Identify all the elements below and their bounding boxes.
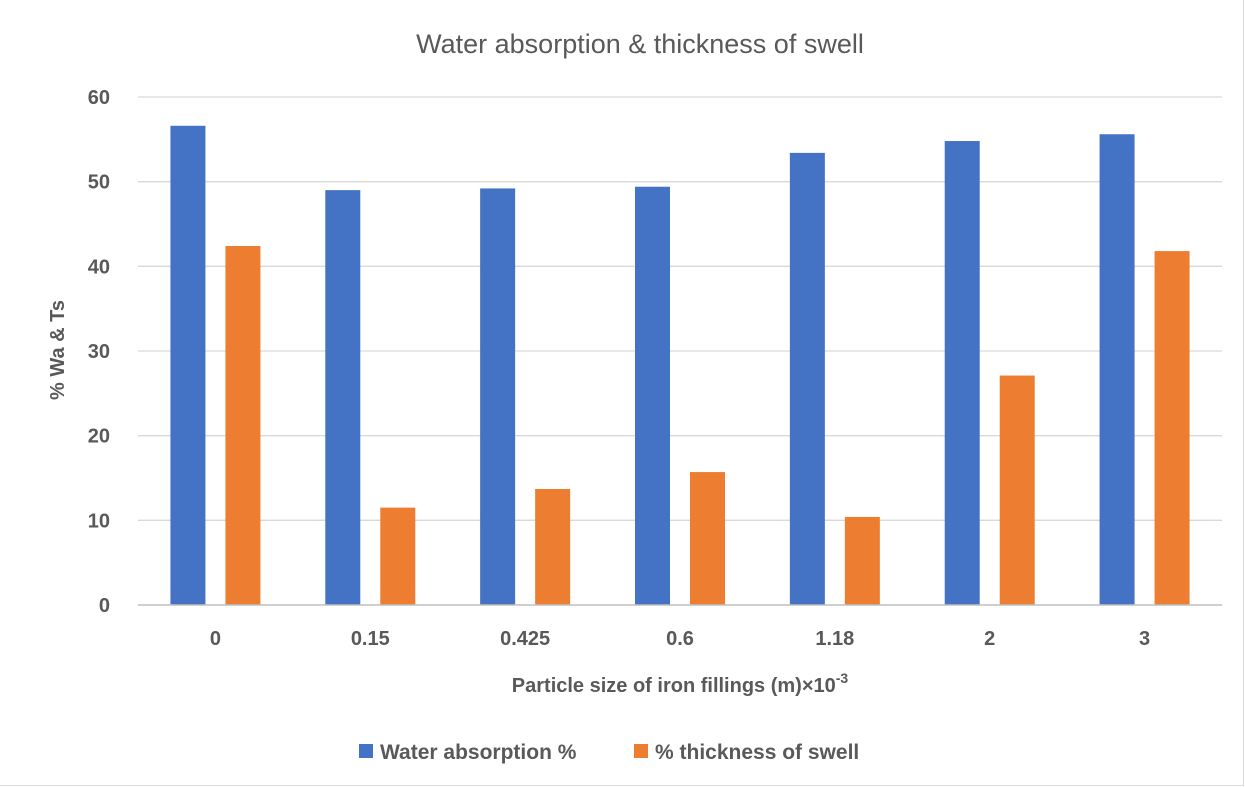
y-tick-label: 40 <box>88 256 110 278</box>
x-tick-label: 3 <box>1139 628 1150 650</box>
legend: Water absorption % % thickness of swell <box>359 741 859 764</box>
bar-water-absorption <box>944 141 980 605</box>
x-axis-label-main: Particle size of iron fillings (m)×10 <box>512 675 836 697</box>
bar-water-absorption <box>1099 134 1135 605</box>
legend-swatch-water-absorption <box>359 744 373 758</box>
bar-water-absorption <box>170 125 206 605</box>
legend-swatch-thickness-swell <box>634 744 648 758</box>
y-axis-label: % Wa & Ts <box>47 300 69 400</box>
bar-thickness-swell <box>690 472 725 605</box>
x-tick-label: 0 <box>210 628 221 650</box>
x-tick-label: 0.15 <box>351 628 390 650</box>
x-tick-label: 1.18 <box>815 628 854 650</box>
x-tick-label: 2 <box>984 628 995 650</box>
y-axis-ticks: 0 10 20 30 40 50 60 <box>88 87 110 617</box>
y-tick-label: 0 <box>99 595 110 617</box>
y-tick-label: 60 <box>88 87 110 109</box>
bar-thickness-swell <box>225 246 261 605</box>
gridlines <box>138 96 1222 521</box>
y-tick-label: 20 <box>88 426 110 448</box>
legend-label-water-absorption: Water absorption % <box>380 741 577 764</box>
legend-label-thickness-swell: % thickness of swell <box>655 741 859 764</box>
chart-title: Water absorption & thickness of swell <box>416 29 864 59</box>
y-tick-label: 10 <box>88 510 110 532</box>
x-axis-label-superscript: -3 <box>836 670 849 686</box>
x-axis-label: Particle size of iron fillings (m)×10-3 <box>512 670 849 697</box>
x-tick-label: 0.6 <box>666 628 694 650</box>
bar-thickness-swell <box>1154 251 1190 606</box>
bar-water-absorption <box>325 190 361 605</box>
bar-thickness-swell <box>535 489 571 605</box>
bar-water-absorption <box>789 152 825 605</box>
bar-water-absorption <box>635 186 670 605</box>
bar-water-absorption <box>480 188 516 605</box>
bar-thickness-swell <box>999 375 1035 605</box>
bar-thickness-swell <box>844 516 880 605</box>
y-tick-label: 50 <box>88 172 110 194</box>
x-tick-label: 0.425 <box>500 628 550 650</box>
bar-thickness-swell <box>380 507 416 605</box>
x-axis-ticks: 0 0.15 0.425 0.6 1.18 2 3 <box>210 628 1150 650</box>
y-tick-label: 30 <box>88 341 110 363</box>
bars <box>170 125 1190 606</box>
